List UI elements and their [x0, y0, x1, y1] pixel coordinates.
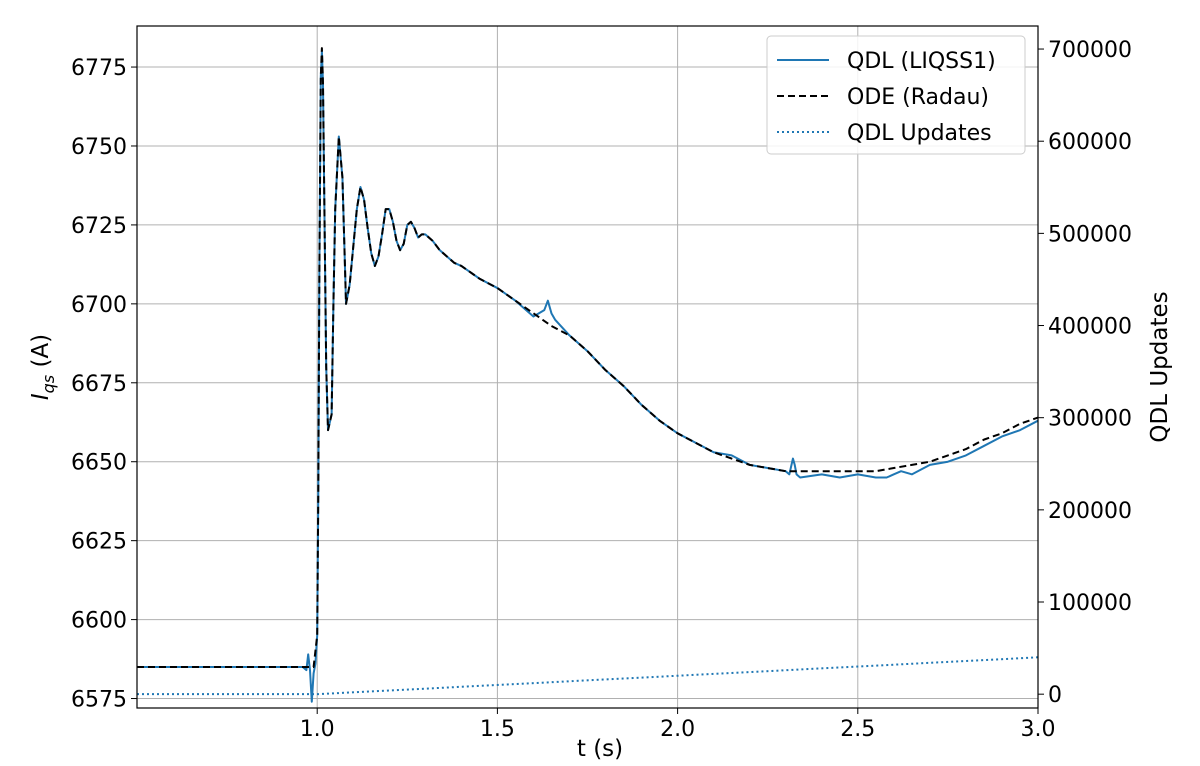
series-qdl-liqss1: [137, 50, 1039, 703]
y-axis-label-unit: (A): [28, 334, 54, 375]
y2-tick-label: 300000: [1048, 407, 1132, 432]
y-tick-label: 6725: [71, 214, 127, 239]
y2-tick-label: 500000: [1048, 222, 1132, 247]
legend-box: [766, 35, 1026, 155]
plot-frame: [136, 25, 1039, 709]
y2-tick-label: 600000: [1048, 130, 1132, 155]
y2-axis-label-text: QDL Updates: [1147, 291, 1173, 442]
y-axis-label: Iqs (A): [28, 334, 58, 400]
x-axis-label: t (s): [577, 736, 623, 762]
y-tick-label: 6700: [71, 293, 127, 318]
axis-ticks: 1.0 1.5 2.0 2.5 3.0 6575 6600 6625 6650 6675 6700 6…: [71, 38, 1132, 742]
y2-tick-label: 0: [1048, 683, 1062, 708]
x-tick-label: 2.0: [660, 717, 695, 742]
y-tick-label: 6750: [71, 135, 127, 160]
x-tick-label: 1.5: [480, 717, 515, 742]
y2-tick-label: 200000: [1048, 499, 1132, 524]
legend-label-updates: QDL Updates: [847, 121, 992, 146]
legend-label-ode: ODE (Radau): [847, 85, 989, 110]
y-tick-label: 6650: [71, 451, 127, 476]
y2-axis-label: QDL Updates: [1147, 291, 1173, 442]
y-tick-label: 6600: [71, 609, 127, 634]
y-axis-label-main: I: [28, 393, 54, 400]
legend: QDL (LIQSS1) ODE (Radau) QDL Updates: [766, 35, 1026, 155]
legend-label-qdl: QDL (LIQSS1): [847, 49, 996, 74]
svg-text:Iqs (A): Iqs (A): [28, 334, 58, 400]
series-ode-radau: [137, 47, 1039, 668]
plot-area: [137, 47, 1039, 703]
y-tick-label: 6675: [71, 372, 127, 397]
x-tick-label: 1.0: [300, 717, 335, 742]
x-tick-label: 3.0: [1021, 717, 1056, 742]
y-tick-label: 6575: [71, 688, 127, 713]
y-tick-label: 6775: [71, 56, 127, 81]
y2-tick-label: 700000: [1048, 38, 1132, 63]
y2-tick-label: 100000: [1048, 591, 1132, 616]
series-qdl-updates: [137, 656, 1039, 696]
x-tick-label: 2.5: [840, 717, 875, 742]
y2-tick-label: 400000: [1048, 315, 1132, 340]
y-tick-label: 6625: [71, 530, 127, 555]
y-axis-label-sub: qs: [39, 375, 58, 394]
